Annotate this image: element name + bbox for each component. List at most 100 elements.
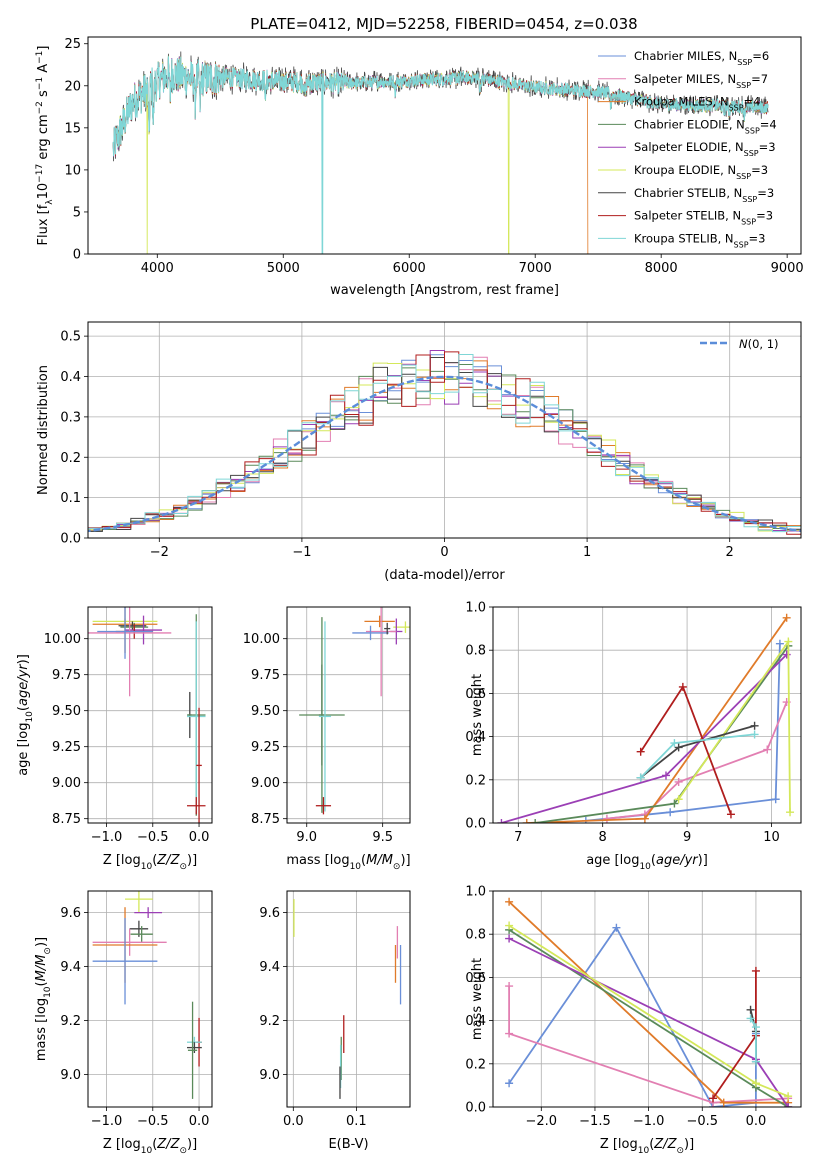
label-part: wavelength [Angstrom, rest frame] (330, 283, 559, 298)
weight_vs_Z-frame (492, 890, 802, 1108)
weight-marker (784, 1103, 793, 1107)
weight-marker (602, 814, 611, 823)
weight-marker (505, 1079, 514, 1088)
weight-marker (719, 1098, 728, 1107)
age_vs_mass-frame (286, 606, 411, 824)
mass_vs_EBV-frame (286, 890, 411, 1108)
histogram-step (88, 354, 801, 533)
weight-marker (674, 777, 683, 786)
age_vs_mass-plot-area (299, 607, 410, 815)
weight-marker (661, 771, 670, 780)
label-part: age/yr (656, 853, 699, 868)
legend-sub: SSP (736, 80, 751, 89)
y-tick-label: 0.3 (60, 410, 81, 425)
legend-value: =3 (757, 186, 774, 200)
label-part: Z [log (103, 853, 141, 868)
y-tick-label: 0.8 (465, 644, 486, 659)
weight-marker (670, 799, 679, 808)
legend-value: =3 (751, 163, 768, 177)
weight-marker (782, 613, 791, 622)
y-tick-label: 0.4 (465, 730, 486, 745)
weight-marker (751, 966, 760, 975)
legend-value: =4 (760, 117, 777, 131)
label-part: Normed distribution (36, 365, 51, 495)
y-tick-label: 8.75 (251, 812, 280, 827)
x-tick-label: 4000 (141, 261, 174, 276)
y-tick-label: 0.6 (465, 687, 486, 702)
legend-name: Salpeter STELIB, N (634, 209, 741, 223)
x-axis-label: wavelength [Angstrom, rest frame] (330, 283, 559, 298)
label-part: 10 (141, 1146, 153, 1156)
weight-marker (751, 1023, 760, 1032)
legend-text: (0, 1) (748, 337, 779, 351)
weight_vs_Z-plot-area (505, 897, 793, 1107)
x-axis-label: E(B-V) (328, 1137, 368, 1152)
label-part: )] (187, 1137, 197, 1152)
weight_vs_Z-axes: −2.0 −1.5 −1.0 −0.5 0.0 0.0 0.2 0.4 0.6 0.8 1.0 Z [… (465, 885, 802, 1156)
y-tick-label: 1.0 (465, 885, 486, 900)
label-part: age [log (16, 723, 31, 776)
label-part: M/M (34, 955, 49, 982)
legend-value: =4 (744, 95, 761, 109)
y-tick-label: 9.4 (60, 960, 81, 975)
label-part: −17 (35, 164, 45, 183)
x-tick-label: 10 (763, 830, 780, 845)
y-tick-label: 0.2 (60, 451, 81, 466)
legend-entry: Salpeter ELODIE, NSSP=3 (634, 140, 776, 158)
weight-marker (640, 814, 649, 823)
weight-marker (612, 923, 621, 932)
label-part: ] (36, 46, 51, 51)
weight-marker (531, 819, 540, 823)
label-part: 10 (638, 1146, 650, 1156)
label-part: −1 (35, 77, 45, 90)
x-tick-label: −0.5 (137, 1114, 169, 1129)
weight-marker (505, 897, 514, 906)
label-part: ( (361, 853, 366, 868)
weight-marker (786, 808, 795, 817)
x-tick-label: −1.0 (633, 1114, 665, 1129)
legend-value: =7 (751, 72, 768, 86)
weight-marker (497, 819, 506, 823)
y-tick-label: 0.0 (465, 1101, 486, 1116)
legend-sub: SSP (744, 149, 759, 158)
x-tick-label: 5000 (267, 261, 300, 276)
label-part: A (36, 64, 51, 77)
label-part: )] (16, 654, 31, 664)
legend-name: Chabrier STELIB, N (634, 186, 742, 200)
label-part: Flux [f (36, 204, 51, 245)
label-part: ( (152, 1137, 157, 1152)
y-tick-label: 10.00 (243, 632, 280, 647)
x-tick-label: 0.0 (283, 1114, 304, 1129)
weight-marker (709, 1094, 717, 1103)
label-part: Z/Z (156, 853, 180, 868)
weight-series (526, 617, 788, 823)
weight-marker (670, 739, 679, 748)
mass_vs_Z-plot-area (92, 891, 202, 1099)
weight-marker (784, 1092, 793, 1101)
label-part: 10 (25, 711, 35, 723)
legend-sub: SSP (737, 58, 752, 67)
x-tick-label: 2 (726, 545, 734, 560)
label-part: ⊙ (179, 862, 187, 872)
legend-name: Chabrier MILES, N (634, 49, 737, 63)
weight-marker (750, 721, 759, 730)
y-tick-label: 15 (64, 121, 81, 136)
y-tick-label: 0 (73, 248, 81, 263)
label-part: ( (651, 853, 656, 868)
weight-marker (636, 773, 645, 782)
legend-value: =3 (756, 209, 773, 223)
x-tick-label: 9.0 (296, 830, 317, 845)
y-tick-label: 10.00 (44, 632, 81, 647)
label-part: M/M (366, 853, 393, 868)
label-part: 10 (141, 862, 153, 872)
mass_vs_EBV-plot-area (293, 899, 402, 1099)
mass_vs_Z-axes: −1.0 −0.5 0.09.09.29.49.6Z [log10(Z/Z⊙)]ma… (34, 890, 213, 1156)
label-part: Z [log (600, 1137, 638, 1152)
x-tick-label: 9.5 (372, 830, 393, 845)
x-axis-label: Z [log10(Z/Z⊙)] (600, 1137, 694, 1156)
label-part: mass weight (470, 958, 485, 1040)
y-tick-label: 9.0 (259, 1068, 280, 1083)
label-part: E(B-V) (328, 1137, 368, 1152)
